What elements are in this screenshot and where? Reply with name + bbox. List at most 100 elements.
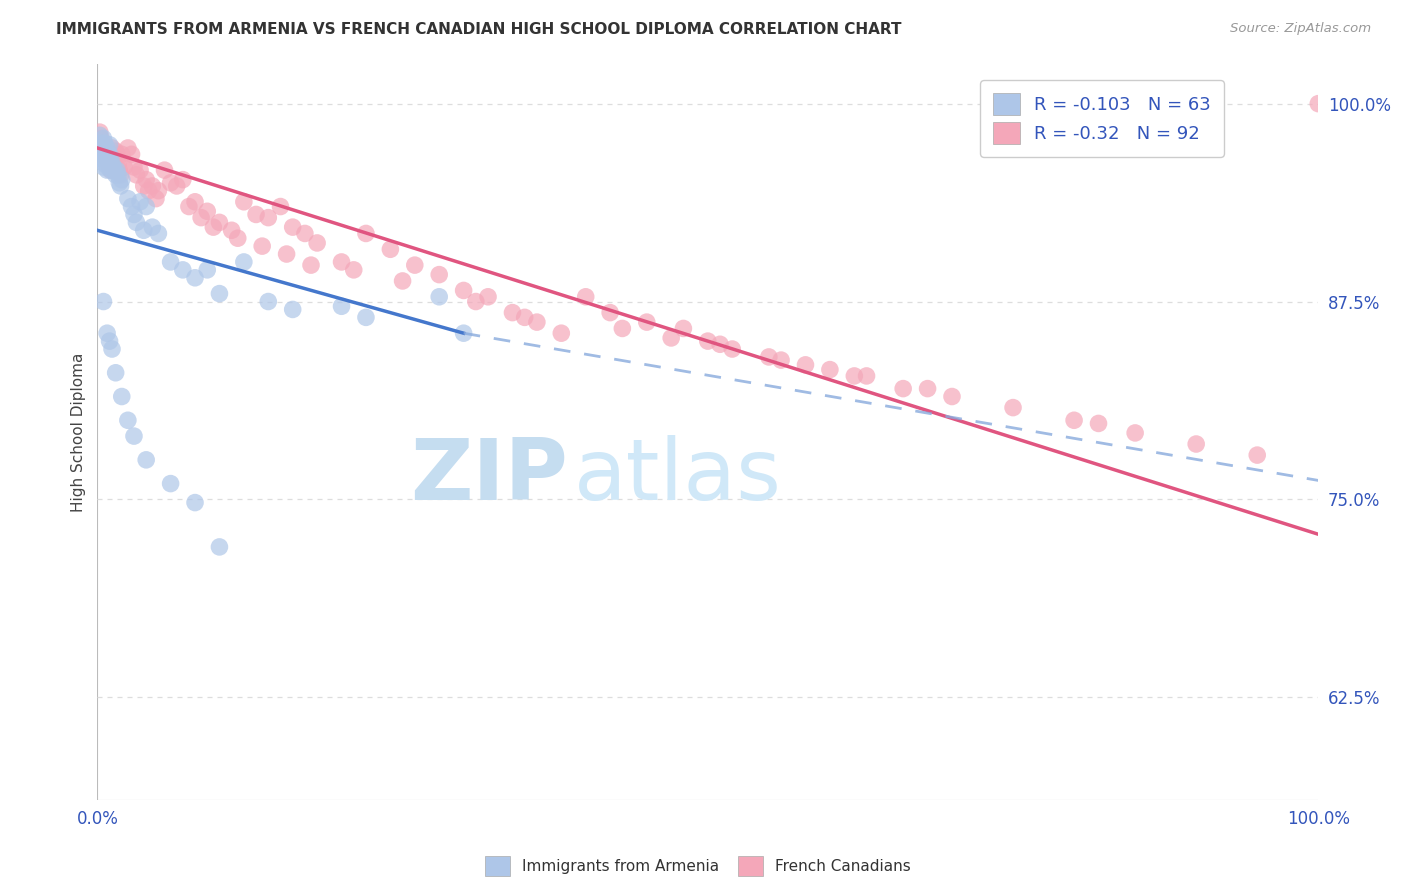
Point <box>91 136 114 151</box>
Point <box>111 172 134 186</box>
Point <box>159 176 181 190</box>
Point <box>93 157 115 171</box>
Point <box>855 368 877 383</box>
Point <box>477 290 499 304</box>
Point <box>636 315 658 329</box>
Point <box>93 294 115 309</box>
Point <box>770 353 793 368</box>
Point <box>404 258 426 272</box>
Point <box>104 144 127 158</box>
Point <box>93 147 115 161</box>
Point <box>501 305 523 319</box>
Point <box>96 141 118 155</box>
Point <box>1002 401 1025 415</box>
Point <box>135 453 157 467</box>
Point <box>148 184 170 198</box>
Text: atlas: atlas <box>574 434 782 518</box>
Point <box>97 147 120 161</box>
Point <box>103 163 125 178</box>
Point <box>135 200 157 214</box>
Point <box>96 163 118 178</box>
Text: Immigrants from Armenia: Immigrants from Armenia <box>522 859 718 873</box>
Point <box>696 334 718 348</box>
Point <box>917 382 939 396</box>
Point <box>208 540 231 554</box>
Point <box>148 227 170 241</box>
Legend: R = -0.103   N = 63, R = -0.32   N = 92: R = -0.103 N = 63, R = -0.32 N = 92 <box>980 80 1223 157</box>
Point <box>172 172 194 186</box>
Point <box>208 286 231 301</box>
Point <box>117 141 139 155</box>
Point <box>93 160 115 174</box>
Point <box>575 290 598 304</box>
Point <box>132 223 155 237</box>
Point <box>111 390 134 404</box>
Point <box>172 263 194 277</box>
Point <box>101 157 124 171</box>
Point <box>159 476 181 491</box>
Point <box>166 178 188 193</box>
Point <box>98 160 121 174</box>
Point <box>93 144 115 158</box>
Point <box>891 382 914 396</box>
Point <box>1087 417 1109 431</box>
Point <box>709 337 731 351</box>
Point <box>184 270 207 285</box>
Point <box>100 152 122 166</box>
Point <box>103 152 125 166</box>
Point <box>97 160 120 174</box>
Point <box>100 163 122 178</box>
Point <box>101 342 124 356</box>
Point <box>94 144 117 158</box>
Text: IMMIGRANTS FROM ARMENIA VS FRENCH CANADIAN HIGH SCHOOL DIPLOMA CORRELATION CHART: IMMIGRANTS FROM ARMENIA VS FRENCH CANADI… <box>56 22 901 37</box>
Point <box>184 194 207 209</box>
Point <box>232 255 254 269</box>
Point <box>138 184 160 198</box>
Point <box>257 294 280 309</box>
Point <box>129 194 152 209</box>
Point <box>91 152 114 166</box>
Point <box>141 178 163 193</box>
Point <box>107 168 129 182</box>
Point <box>453 326 475 341</box>
Point <box>758 350 780 364</box>
Point <box>380 242 402 256</box>
Point <box>104 366 127 380</box>
Point <box>90 136 112 151</box>
Point <box>105 163 128 178</box>
Point <box>513 310 536 325</box>
Point <box>299 258 322 272</box>
Point <box>427 290 450 304</box>
Point <box>281 220 304 235</box>
Point <box>721 342 744 356</box>
Text: Source: ZipAtlas.com: Source: ZipAtlas.com <box>1230 22 1371 36</box>
Text: ZIP: ZIP <box>409 434 568 518</box>
Point <box>307 235 329 250</box>
Point <box>101 141 124 155</box>
Point <box>1123 425 1146 440</box>
Point <box>98 334 121 348</box>
Point <box>125 215 148 229</box>
Point <box>94 155 117 169</box>
Point <box>135 172 157 186</box>
Point <box>103 160 125 174</box>
Point <box>550 326 572 341</box>
Point <box>208 215 231 229</box>
Point <box>145 192 167 206</box>
Point <box>526 315 548 329</box>
Point <box>89 128 111 143</box>
Point <box>343 263 366 277</box>
Point <box>121 147 143 161</box>
Point <box>100 163 122 178</box>
Point <box>250 239 273 253</box>
Point <box>330 299 353 313</box>
Point <box>93 147 115 161</box>
Point <box>97 157 120 171</box>
Point <box>132 178 155 193</box>
Point <box>391 274 413 288</box>
Point <box>93 136 115 151</box>
Point <box>125 168 148 182</box>
Point <box>190 211 212 225</box>
Point <box>122 207 145 221</box>
Point <box>659 331 682 345</box>
